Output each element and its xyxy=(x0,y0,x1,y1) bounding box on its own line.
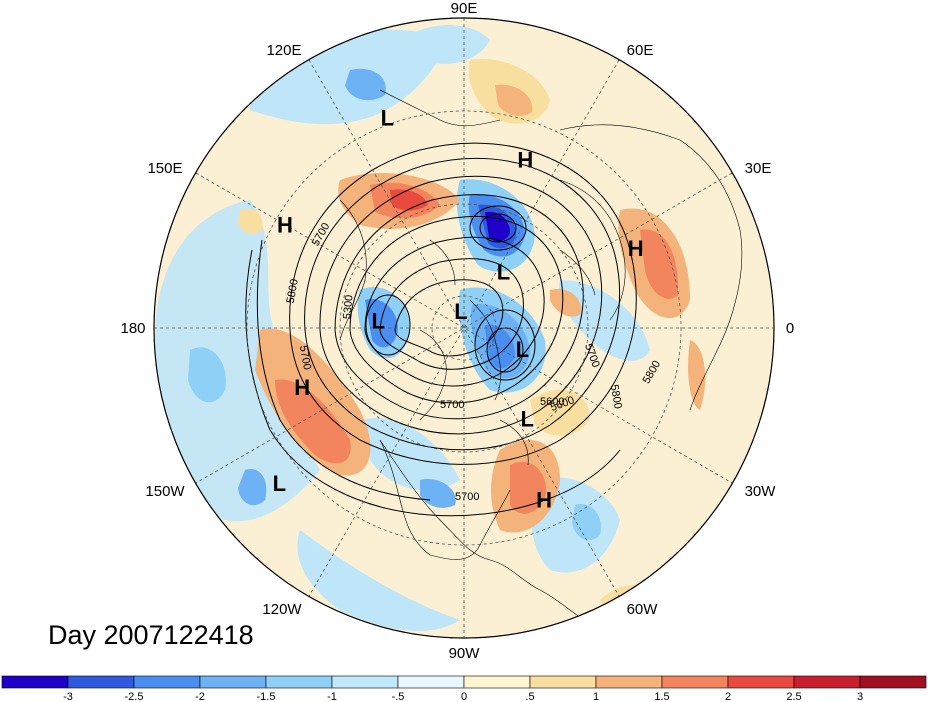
lon-label-0: 0 xyxy=(786,320,794,337)
pressure-systems: H L H L H L L L H L L H xyxy=(273,106,644,513)
low-pressure-marker: L xyxy=(516,337,529,362)
high-pressure-marker: H xyxy=(294,375,310,400)
lon-label-120w: 120W xyxy=(262,601,302,618)
low-pressure-marker: L xyxy=(520,406,533,431)
lon-label-90w: 90W xyxy=(449,645,481,662)
lon-label-90e: 90E xyxy=(451,0,478,17)
lon-label-30w: 30W xyxy=(745,483,777,500)
colorbar-swatch xyxy=(727,675,795,689)
lon-label-120e: 120E xyxy=(266,42,301,59)
colorbar-tick-label: -2.5 xyxy=(125,691,144,702)
lon-label-150w: 150W xyxy=(145,483,185,500)
graticule xyxy=(153,17,775,639)
longitude-labels: 90E 60E 30E 0 30W 60W 90W 120W 150W 180 … xyxy=(120,0,794,662)
height-contours xyxy=(245,142,637,517)
colorbar-swatch xyxy=(859,675,927,689)
colorbar-swatch xyxy=(463,675,531,689)
colorbar: -3 -2.5 -2 -1.5 -1 -.5 0 .5 1 1.5 2 2.5 3 xyxy=(1,675,927,702)
colorbar-swatch xyxy=(199,675,267,689)
colorbar-tick-label: -2 xyxy=(195,691,205,702)
colorbar-swatch xyxy=(133,675,201,689)
colorbar-tick-label: .5 xyxy=(525,691,534,702)
colorbar-swatch xyxy=(265,675,333,689)
lon-label-60e: 60E xyxy=(627,42,654,59)
lon-label-150e: 150E xyxy=(147,160,182,177)
contour-label: 5300 xyxy=(341,294,355,319)
colorbar-swatch xyxy=(529,675,597,689)
colorbar-tick-label: 3 xyxy=(857,691,863,702)
colorbar-tick-label: 2 xyxy=(725,691,731,702)
colorbar-swatch xyxy=(595,675,663,689)
colorbar-swatch xyxy=(661,675,729,689)
lon-label-180: 180 xyxy=(120,320,145,337)
colorbar-tick-label: 0 xyxy=(461,691,467,702)
colorbar-tick-label: -.5 xyxy=(392,691,405,702)
high-pressure-marker: H xyxy=(517,148,533,173)
colorbar-swatch xyxy=(397,675,465,689)
map-border xyxy=(153,17,775,639)
high-pressure-marker: H xyxy=(536,488,552,513)
colorbar-tick-label: 2.5 xyxy=(786,691,801,702)
colorbar-tick-label: -3 xyxy=(63,691,73,702)
contour-label: 5800 xyxy=(608,384,624,410)
contour-label: 5700 xyxy=(455,491,479,503)
low-pressure-marker: L xyxy=(273,471,286,496)
colorbar-swatch xyxy=(793,675,861,689)
contour-label: 5600 xyxy=(540,396,564,408)
high-pressure-marker: H xyxy=(277,213,293,238)
colorbar-tick-label: 1.5 xyxy=(654,691,669,702)
contour-label: 5800 xyxy=(285,278,301,304)
low-pressure-marker: L xyxy=(497,260,510,285)
high-pressure-marker: H xyxy=(628,236,644,261)
contour-label: 5700 xyxy=(440,399,464,411)
colorbar-tick-label: 1 xyxy=(593,691,599,702)
low-pressure-marker: L xyxy=(381,106,394,131)
low-pressure-marker: L xyxy=(454,299,467,324)
low-pressure-marker: L xyxy=(371,309,384,334)
colorbar-tick-label: -1 xyxy=(327,691,337,702)
colorbar-swatch xyxy=(331,675,399,689)
contour-label: 5700 xyxy=(297,345,313,371)
coastlines xyxy=(339,89,743,631)
lon-label-30e: 30E xyxy=(745,160,772,177)
colorbar-swatch xyxy=(67,675,135,689)
colorbar-swatch xyxy=(1,675,69,689)
lon-label-60w: 60W xyxy=(627,601,659,618)
day-title: Day 2007122418 xyxy=(48,620,254,650)
colorbar-tick-label: -1.5 xyxy=(257,691,276,702)
